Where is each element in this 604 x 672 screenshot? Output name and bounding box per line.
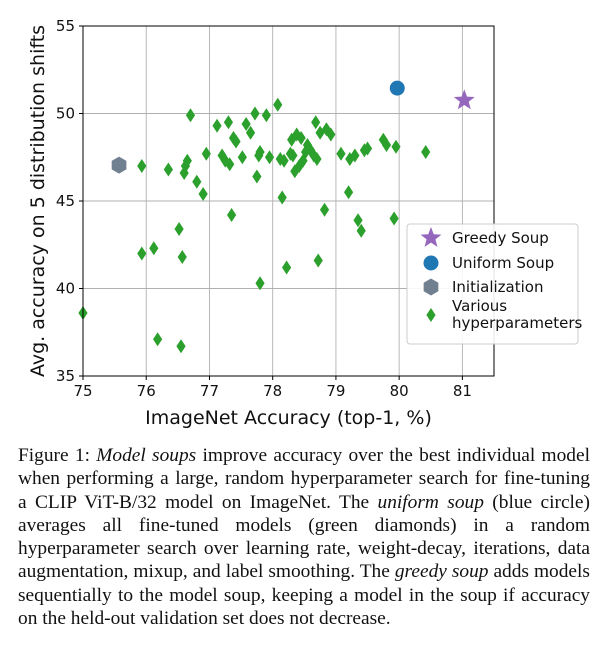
data-point bbox=[137, 159, 147, 173]
x-tick-label: 81 bbox=[453, 382, 472, 400]
data-point bbox=[309, 148, 319, 163]
x-tick-label: 79 bbox=[326, 382, 345, 400]
data-point bbox=[306, 143, 316, 158]
caption-text-3: adds models sequentially to the model so… bbox=[18, 561, 590, 630]
data-point bbox=[245, 125, 256, 140]
y-tick-label: 35 bbox=[56, 367, 75, 385]
data-point bbox=[223, 115, 234, 130]
data-point bbox=[282, 260, 292, 275]
uniform-soup-marker bbox=[389, 80, 405, 96]
legend-marker bbox=[423, 255, 439, 271]
legend-box bbox=[406, 223, 579, 345]
data-point bbox=[391, 139, 401, 154]
data-point bbox=[300, 145, 311, 159]
data-point bbox=[381, 138, 392, 152]
data-point bbox=[350, 148, 360, 163]
y-tick-label: 40 bbox=[56, 280, 75, 298]
data-point bbox=[356, 223, 366, 238]
data-point bbox=[225, 157, 235, 172]
data-point bbox=[250, 106, 260, 121]
data-point bbox=[296, 131, 306, 145]
data-point bbox=[237, 150, 247, 165]
y-axis-label: Avg. accuracy on 5 distribution shifts bbox=[27, 25, 49, 377]
data-point bbox=[326, 127, 336, 142]
x-tick-label: 80 bbox=[390, 382, 409, 400]
legend-marker bbox=[423, 278, 439, 296]
data-point bbox=[201, 146, 211, 161]
data-point bbox=[264, 150, 275, 165]
data-point bbox=[174, 222, 184, 236]
caption-emphasis-model-soups: Model soups bbox=[96, 445, 197, 466]
data-point bbox=[312, 152, 322, 166]
data-point bbox=[287, 132, 297, 147]
data-point bbox=[294, 159, 304, 173]
data-point bbox=[378, 132, 388, 147]
chart-area: 75 76 77 78 79 80 81 35 40 45 50 55 ImageNet Accurac… bbox=[27, 17, 582, 429]
legend-label: Greedy Soup bbox=[452, 229, 549, 247]
legend-label: hyperparameters bbox=[452, 314, 582, 332]
data-point bbox=[226, 208, 237, 222]
data-point bbox=[362, 141, 373, 156]
data-point bbox=[277, 190, 287, 205]
x-tick-label: 76 bbox=[137, 382, 156, 400]
initialization-marker bbox=[111, 156, 127, 174]
data-point bbox=[261, 108, 271, 123]
data-point bbox=[275, 152, 285, 166]
data-point bbox=[163, 162, 173, 177]
legend-label: Initialization bbox=[452, 278, 543, 296]
data-point bbox=[345, 152, 355, 166]
data-point bbox=[319, 202, 330, 217]
legend-marker bbox=[420, 227, 442, 247]
y-tick-label: 45 bbox=[56, 192, 75, 210]
data-point bbox=[426, 308, 436, 322]
x-axis-label: ImageNet Accuracy (top-1, %) bbox=[145, 407, 432, 429]
data-point bbox=[336, 146, 346, 161]
data-point bbox=[153, 332, 163, 347]
legend-label: Uniform Soup bbox=[452, 254, 554, 272]
data-point bbox=[212, 118, 222, 133]
data-point bbox=[252, 169, 262, 184]
x-tick-label: 77 bbox=[200, 382, 219, 400]
scatter-chart: 75 76 77 78 79 80 81 35 40 45 50 55 ImageNet Accurac… bbox=[27, 17, 582, 429]
data-point bbox=[231, 134, 241, 149]
data-point bbox=[241, 117, 251, 131]
caption-emphasis-uniform-soup: uniform soup bbox=[377, 491, 484, 513]
data-point bbox=[421, 145, 431, 159]
data-point bbox=[177, 250, 187, 264]
data-point bbox=[279, 153, 289, 168]
data-point bbox=[176, 339, 186, 354]
data-point bbox=[137, 246, 147, 261]
data-point bbox=[255, 145, 265, 159]
y-tick-label: 50 bbox=[56, 105, 75, 123]
greedy-soup-marker bbox=[453, 89, 475, 110]
caption-emphasis-greedy-soup: greedy soup bbox=[394, 561, 489, 583]
data-point bbox=[192, 174, 202, 189]
data-point bbox=[389, 211, 399, 226]
caption-text-2: (blue circle) averages all fine-tuned mo… bbox=[18, 491, 590, 583]
data-point bbox=[315, 125, 325, 140]
data-point bbox=[313, 253, 323, 268]
figure-caption: Figure 1: Model soups improve accuracy o… bbox=[18, 444, 590, 630]
data-point bbox=[185, 108, 196, 123]
data-point bbox=[182, 153, 192, 168]
y-tick-label: 55 bbox=[56, 17, 75, 35]
x-tick-label: 78 bbox=[263, 382, 282, 400]
data-point bbox=[149, 241, 159, 256]
data-point bbox=[292, 127, 302, 142]
data-point bbox=[273, 97, 283, 112]
data-point bbox=[288, 148, 298, 163]
data-point bbox=[343, 185, 354, 200]
data-point bbox=[311, 115, 321, 130]
data-point bbox=[198, 187, 208, 201]
data-point bbox=[255, 276, 265, 291]
data-point bbox=[353, 213, 363, 228]
legend-label: Various bbox=[452, 297, 507, 315]
x-tick-label: 75 bbox=[73, 382, 92, 400]
caption-text-1: improve accuracy over the best individua… bbox=[18, 445, 590, 513]
caption-label: Figure 1: bbox=[18, 445, 97, 466]
